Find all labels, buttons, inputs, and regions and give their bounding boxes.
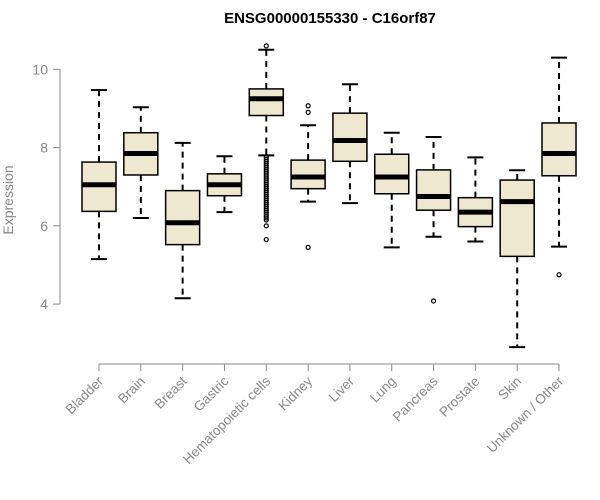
x-tick-label: Breast xyxy=(152,373,190,411)
y-tick-label: 6 xyxy=(40,218,48,234)
outlier-point xyxy=(263,43,269,49)
outlier-point xyxy=(305,103,311,109)
box-iqr xyxy=(415,169,452,211)
x-tick-label: Pancreas xyxy=(390,373,441,424)
x-tick-label: Skin xyxy=(495,374,524,403)
box-breast xyxy=(164,141,201,300)
x-tick-label: Kidney xyxy=(275,373,315,413)
box-brain xyxy=(123,106,159,220)
outlier-point xyxy=(430,298,437,304)
boxes-group xyxy=(81,43,577,349)
y-axis: 4 6 8 10 xyxy=(32,61,61,312)
box-unknown-other xyxy=(541,56,577,278)
outlier-point xyxy=(305,244,311,250)
box-lung xyxy=(373,131,410,249)
outlier-point xyxy=(263,223,269,229)
outlier-point xyxy=(556,272,562,278)
box-iqr xyxy=(332,112,368,163)
box-kidney xyxy=(290,103,326,250)
outlier-point xyxy=(263,217,269,223)
box-iqr xyxy=(290,159,326,190)
box-iqr xyxy=(541,122,577,177)
box-pancreas xyxy=(415,136,452,304)
outlier-point xyxy=(263,236,269,243)
x-tick-label: Unknown / Other xyxy=(484,373,567,456)
x-tick-label: Gastric xyxy=(191,373,232,414)
x-tick-label: Lung xyxy=(367,374,399,406)
y-tick-label: 10 xyxy=(32,61,48,77)
y-axis-label: Expression xyxy=(0,165,16,234)
box-iqr xyxy=(499,179,535,258)
outlier-point xyxy=(263,215,269,221)
box-skin xyxy=(499,169,535,349)
box-gastric xyxy=(206,155,243,214)
box-hematopoietic-cells xyxy=(248,43,285,243)
chart-title: ENSG00000155330 - C16orf87 xyxy=(224,10,436,27)
x-tick-label: Prostate xyxy=(436,374,482,420)
box-iqr xyxy=(373,153,410,195)
box-iqr xyxy=(164,189,201,246)
box-prostate xyxy=(457,156,494,243)
y-tick-label: 8 xyxy=(40,140,48,156)
box-iqr xyxy=(248,88,285,117)
x-tick-label: Brain xyxy=(115,374,148,407)
outlier-point xyxy=(305,109,311,115)
x-tick-label: Liver xyxy=(326,373,358,405)
y-tick-label: 4 xyxy=(40,296,48,312)
box-liver xyxy=(332,83,368,205)
x-tick-label: Bladder xyxy=(63,373,107,417)
box-bladder xyxy=(81,89,117,261)
